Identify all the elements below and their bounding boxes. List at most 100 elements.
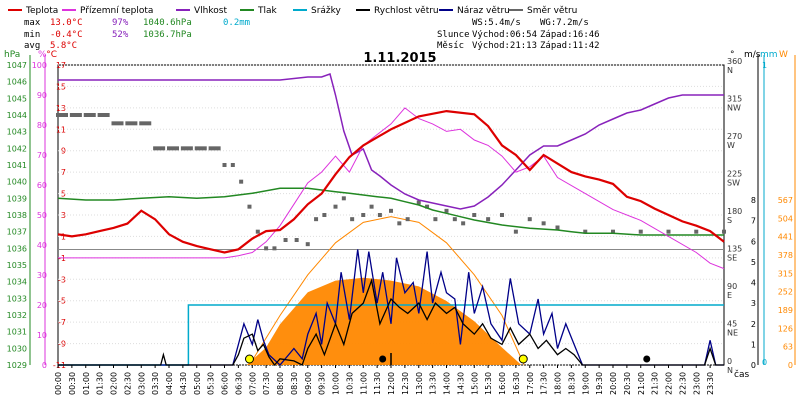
wind-direction-point bbox=[500, 213, 504, 217]
temp-tick-label: 17 bbox=[56, 61, 66, 70]
wind-direction-point bbox=[433, 217, 438, 222]
humidity-line bbox=[58, 73, 724, 210]
temp-axis-unit: °C bbox=[46, 50, 57, 60]
x-tick-label: 15:00 bbox=[470, 372, 479, 395]
hpa-tick-label: 1033 bbox=[7, 294, 27, 303]
wind-direction-point bbox=[541, 221, 546, 226]
w-tick-label: 441 bbox=[778, 233, 793, 242]
sun-label: Slunce bbox=[437, 30, 470, 40]
x-tick-label: 09:30 bbox=[318, 372, 327, 395]
moon-label: Měsíc bbox=[437, 41, 464, 51]
plot-area bbox=[56, 73, 726, 367]
wind-direction-point bbox=[56, 113, 68, 117]
dir-tick-label: 0 bbox=[727, 357, 732, 366]
pct-tick-label: 0 bbox=[42, 361, 47, 370]
pct-tick-label: 20 bbox=[37, 301, 47, 310]
stats-block: max 13.0°C 97% 1040.6hPa 0.2mm min -0.4°… bbox=[24, 18, 250, 51]
pct-tick-label: 70 bbox=[37, 151, 47, 160]
mm-tick-label: 1 bbox=[762, 61, 767, 70]
w-tick-label: 378 bbox=[778, 251, 793, 260]
hpa-tick-label: 1030 bbox=[7, 344, 27, 353]
x-tick-label: 23:00 bbox=[692, 372, 701, 395]
stats-min-hum: 52% bbox=[112, 30, 129, 40]
x-tick-label: 04:00 bbox=[165, 372, 174, 395]
w-tick-label: 504 bbox=[778, 214, 793, 223]
dir-tick-label: 225 bbox=[727, 170, 742, 179]
dir-tick-compass: S bbox=[727, 216, 732, 225]
wind-direction-point bbox=[444, 208, 449, 213]
stats-min-press: 1036.7hPa bbox=[143, 30, 192, 40]
x-tick-label: 13:00 bbox=[415, 372, 424, 395]
legend-label: Vlhkost bbox=[194, 6, 227, 16]
x-tick-label: 08:30 bbox=[290, 372, 299, 395]
temp-tick-label: 13 bbox=[56, 104, 66, 113]
x-tick-label: 03:30 bbox=[151, 372, 160, 395]
legend-label: Směr větru bbox=[527, 6, 577, 16]
wind-direction-point bbox=[283, 238, 288, 242]
wind-direction-point bbox=[405, 217, 410, 222]
wind-direction-point bbox=[377, 213, 382, 217]
ms-tick-label: 1 bbox=[751, 340, 756, 349]
temp-tick-label: 9 bbox=[61, 147, 66, 156]
x-tick-label: 11:00 bbox=[359, 372, 368, 395]
legend-item: Přízemní teplota bbox=[62, 6, 153, 16]
wind-direction-point bbox=[230, 163, 235, 167]
x-tick-label: 19:00 bbox=[581, 372, 590, 395]
wind-direction-point bbox=[255, 229, 260, 234]
x-tick-label: 09:00 bbox=[304, 372, 313, 395]
pct-tick-label: 60 bbox=[37, 181, 47, 190]
temp-tick-label: -3 bbox=[58, 275, 66, 284]
x-tick-label: 02:00 bbox=[110, 372, 119, 395]
x-tick-label: 18:00 bbox=[554, 372, 563, 395]
temp-tick-label: 3 bbox=[61, 211, 66, 220]
wind-speed-line bbox=[58, 277, 724, 367]
wind-direction-point bbox=[397, 221, 402, 226]
legend-item: Srážky bbox=[293, 6, 342, 16]
wind-direction-point bbox=[416, 200, 421, 205]
ms-axis-unit: m/s bbox=[744, 50, 761, 60]
x-tick-label: 16:30 bbox=[512, 372, 521, 395]
x-tick-label: 07:00 bbox=[248, 372, 257, 395]
dir-tick-compass: SW bbox=[727, 179, 740, 188]
wind-direction-point bbox=[272, 246, 277, 251]
hpa-tick-label: 1038 bbox=[7, 211, 27, 220]
temp-tick-label: 11 bbox=[56, 125, 66, 134]
legend-label: Rychlost větru bbox=[374, 6, 439, 16]
wind-direction-point bbox=[180, 146, 193, 151]
wind-direction-point bbox=[167, 146, 179, 151]
wind-direction-point bbox=[425, 204, 430, 209]
wind-direction-point bbox=[222, 163, 227, 167]
stats-max-label: max bbox=[24, 18, 41, 28]
hpa-tick-label: 1037 bbox=[7, 228, 27, 237]
wind-direction-point bbox=[583, 229, 588, 234]
wind-direction-point bbox=[264, 246, 269, 251]
x-tick-label: 01:00 bbox=[82, 372, 91, 395]
hpa-tick-label: 1036 bbox=[7, 244, 27, 253]
temp-tick-label: 1 bbox=[61, 232, 66, 241]
wind-direction-point bbox=[247, 204, 252, 209]
dir-tick-compass: W bbox=[727, 141, 735, 150]
hpa-tick-label: 1045 bbox=[7, 94, 27, 103]
x-tick-label: 11:30 bbox=[373, 372, 382, 395]
w-tick-label: 0 bbox=[788, 361, 793, 370]
wind-direction-point bbox=[486, 217, 491, 222]
hpa-tick-label: 1034 bbox=[7, 278, 27, 287]
x-tick-label: 04:30 bbox=[179, 372, 188, 395]
dir-tick-compass: N bbox=[727, 366, 733, 375]
pct-tick-label: 100 bbox=[32, 61, 47, 70]
ms-tick-label: 5 bbox=[751, 258, 756, 267]
x-tick-label: 03:00 bbox=[137, 372, 146, 395]
temp-tick-label: -5 bbox=[58, 297, 66, 306]
w-tick-label: 63 bbox=[783, 343, 793, 352]
wind-direction-point bbox=[111, 121, 124, 126]
x-tick-label: 12:30 bbox=[401, 372, 410, 395]
legend-label: Tlak bbox=[257, 6, 278, 16]
mm-tick-label: 0 bbox=[762, 358, 767, 367]
dir-tick-label: 360 bbox=[727, 57, 742, 66]
legend-item: Teplota bbox=[8, 6, 58, 16]
stats-min-temp: -0.4°C bbox=[50, 30, 83, 40]
dir-tick-label: 135 bbox=[727, 245, 742, 254]
x-axis: 00:00 00:30 01:00 01:30 02:00 02:30 03:00 03:30… bbox=[54, 365, 715, 395]
hpa-tick-label: 1042 bbox=[7, 144, 27, 153]
pct-axis-unit: % bbox=[38, 50, 47, 60]
